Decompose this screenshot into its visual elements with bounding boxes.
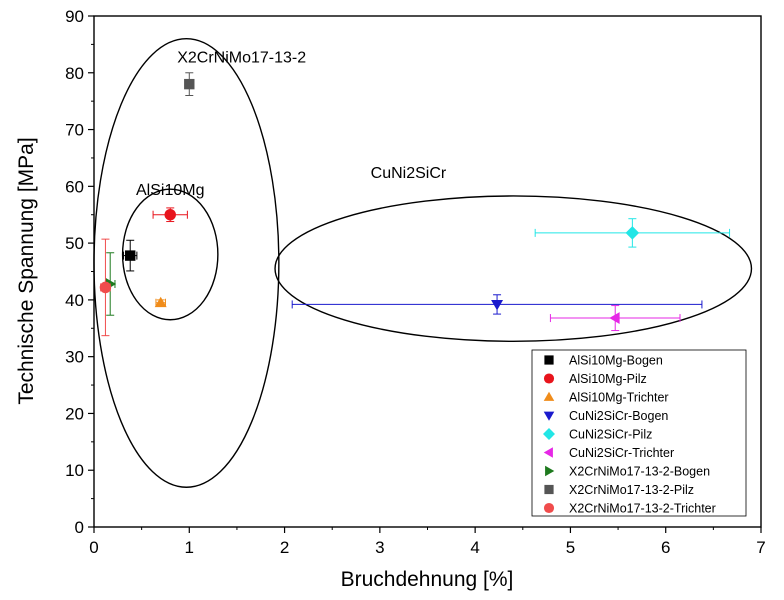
legend: AlSi10Mg-Bogen AlSi10Mg-Pilz AlSi10Mg-Tric… xyxy=(531,349,747,517)
y-tick-label: 90 xyxy=(65,7,84,26)
x-axis-title: Bruchdehnung [%] xyxy=(341,568,514,591)
series-point xyxy=(184,72,195,96)
legend-marker xyxy=(543,391,555,401)
series-point xyxy=(123,239,138,272)
data-marker xyxy=(184,78,195,90)
y-tick-label: 30 xyxy=(65,348,84,367)
legend-marker xyxy=(543,411,555,421)
x-tick-label: 0 xyxy=(89,538,98,557)
data-marker xyxy=(164,209,176,221)
data-marker xyxy=(491,300,504,311)
data-marker xyxy=(625,226,640,240)
legend-label: CuNi2SiCr-Trichter xyxy=(569,446,674,460)
legend-marker xyxy=(545,465,555,477)
y-tick-label: 70 xyxy=(65,121,84,140)
legend-label: AlSi10Mg-Pilz xyxy=(569,372,647,386)
y-tick-label: 40 xyxy=(65,291,84,310)
data-marker xyxy=(609,312,620,325)
y-tick-label: 80 xyxy=(65,64,84,83)
x-tick-label: 4 xyxy=(470,538,479,557)
legend-entry: AlSi10Mg-Trichter xyxy=(543,391,669,405)
legend-entry: CuNi2SiCr-Pilz xyxy=(543,428,652,442)
x-tick-label: 7 xyxy=(756,538,765,557)
group-label: X2CrNiMo17-13-2 xyxy=(177,50,306,67)
group-ellipses: X2CrNiMo17-13-2 AlSi10Mg CuNi2SiCr xyxy=(93,38,753,488)
group-label: AlSi10Mg xyxy=(136,182,204,199)
y-tick-label: 60 xyxy=(65,177,84,196)
legend-label: AlSi10Mg-Bogen xyxy=(569,354,663,368)
legend-marker xyxy=(543,502,555,514)
legend-entry: X2CrNiMo17-13-2-Trichter xyxy=(543,502,716,516)
data-series xyxy=(99,72,731,337)
y-axis-title: Technische Spannung [MPa] xyxy=(15,137,38,404)
y-tick-label: 50 xyxy=(65,234,84,253)
y-tick-label: 10 xyxy=(65,461,84,480)
y-tick-label: 0 xyxy=(75,518,84,537)
legend-marker xyxy=(543,428,555,440)
legend-entry: CuNi2SiCr-Bogen xyxy=(543,409,668,423)
legend-entry: AlSi10Mg-Bogen xyxy=(544,354,663,368)
legend-label: CuNi2SiCr-Bogen xyxy=(569,409,668,423)
legend-entry: X2CrNiMo17-13-2-Bogen xyxy=(545,465,710,479)
x-tick-label: 3 xyxy=(375,538,384,557)
legend-label: AlSi10Mg-Trichter xyxy=(569,391,669,405)
legend-marker xyxy=(543,373,555,384)
legend-entry: X2CrNiMo17-13-2-Pilz xyxy=(544,483,694,497)
legend-marker xyxy=(544,355,554,365)
data-marker xyxy=(125,250,136,261)
group-ellipse xyxy=(121,188,219,321)
legend-entry: AlSi10Mg-Pilz xyxy=(543,372,647,386)
x-tick-label: 6 xyxy=(661,538,670,557)
legend-marker xyxy=(544,484,554,495)
legend-label: CuNi2SiCr-Pilz xyxy=(569,428,652,442)
series-point xyxy=(99,238,112,337)
data-marker xyxy=(154,296,167,308)
legend-marker xyxy=(543,447,553,458)
series-point xyxy=(152,207,188,223)
group-label: CuNi2SiCr xyxy=(371,165,447,182)
legend-box xyxy=(531,349,747,517)
legend-label: X2CrNiMo17-13-2-Trichter xyxy=(569,502,716,516)
x-tick-label: 5 xyxy=(566,538,575,557)
legend-label: X2CrNiMo17-13-2-Bogen xyxy=(569,465,710,479)
series-point xyxy=(154,296,167,308)
y-tick-label: 20 xyxy=(65,404,84,423)
group-ellipse xyxy=(93,38,280,488)
x-tick-label: 1 xyxy=(185,538,194,557)
x-tick-label: 2 xyxy=(280,538,289,557)
data-marker xyxy=(99,281,112,294)
group-ellipse xyxy=(274,195,753,343)
legend-label: X2CrNiMo17-13-2-Pilz xyxy=(569,483,694,497)
series-point xyxy=(534,218,731,248)
legend-entry: CuNi2SiCr-Trichter xyxy=(543,446,674,460)
series-point xyxy=(549,305,681,332)
series-point xyxy=(291,294,703,315)
